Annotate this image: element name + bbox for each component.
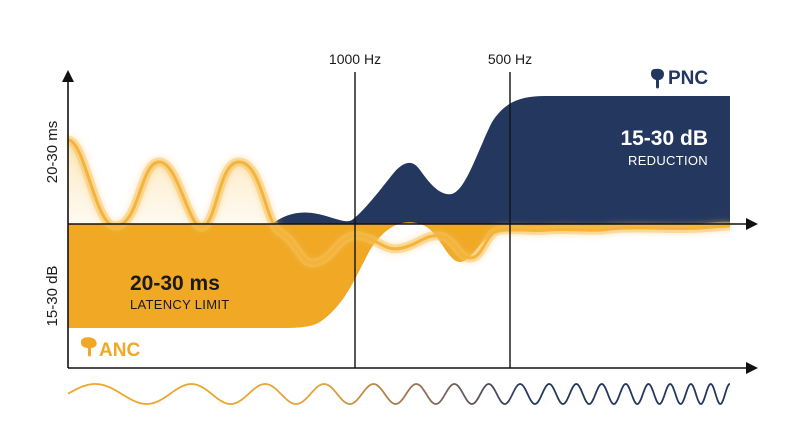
x-axis-middle-arrow	[746, 218, 758, 230]
pnc-caption: REDUCTION	[628, 153, 708, 168]
earbud-icon	[81, 337, 97, 357]
y-label-lower: 15-30 dB	[44, 266, 61, 327]
anc-latency-area	[68, 222, 730, 328]
pnc-reduction-area	[272, 96, 730, 224]
frequency-chirp-signal	[67, 383, 730, 405]
anc-caption: LATENCY LIMIT	[130, 297, 230, 312]
pnc-label: PNC	[668, 68, 708, 89]
anc-value: 20-30 ms	[130, 272, 220, 295]
x-axis-bottom-arrow	[746, 362, 758, 374]
noise-wave-line	[67, 138, 731, 265]
marker-label-500hz: 500 Hz	[488, 51, 532, 67]
anc-label: ANC	[99, 340, 140, 361]
anc-legend: ANC	[81, 337, 140, 361]
marker-label-1000hz: 1000 Hz	[329, 51, 381, 67]
y-label-upper: 20-30 ms	[44, 121, 61, 184]
pnc-legend: PNC	[651, 68, 708, 89]
y-axis-arrow	[62, 70, 74, 82]
earbud-icon	[651, 68, 664, 89]
pnc-value: 15-30 dB	[620, 127, 708, 150]
